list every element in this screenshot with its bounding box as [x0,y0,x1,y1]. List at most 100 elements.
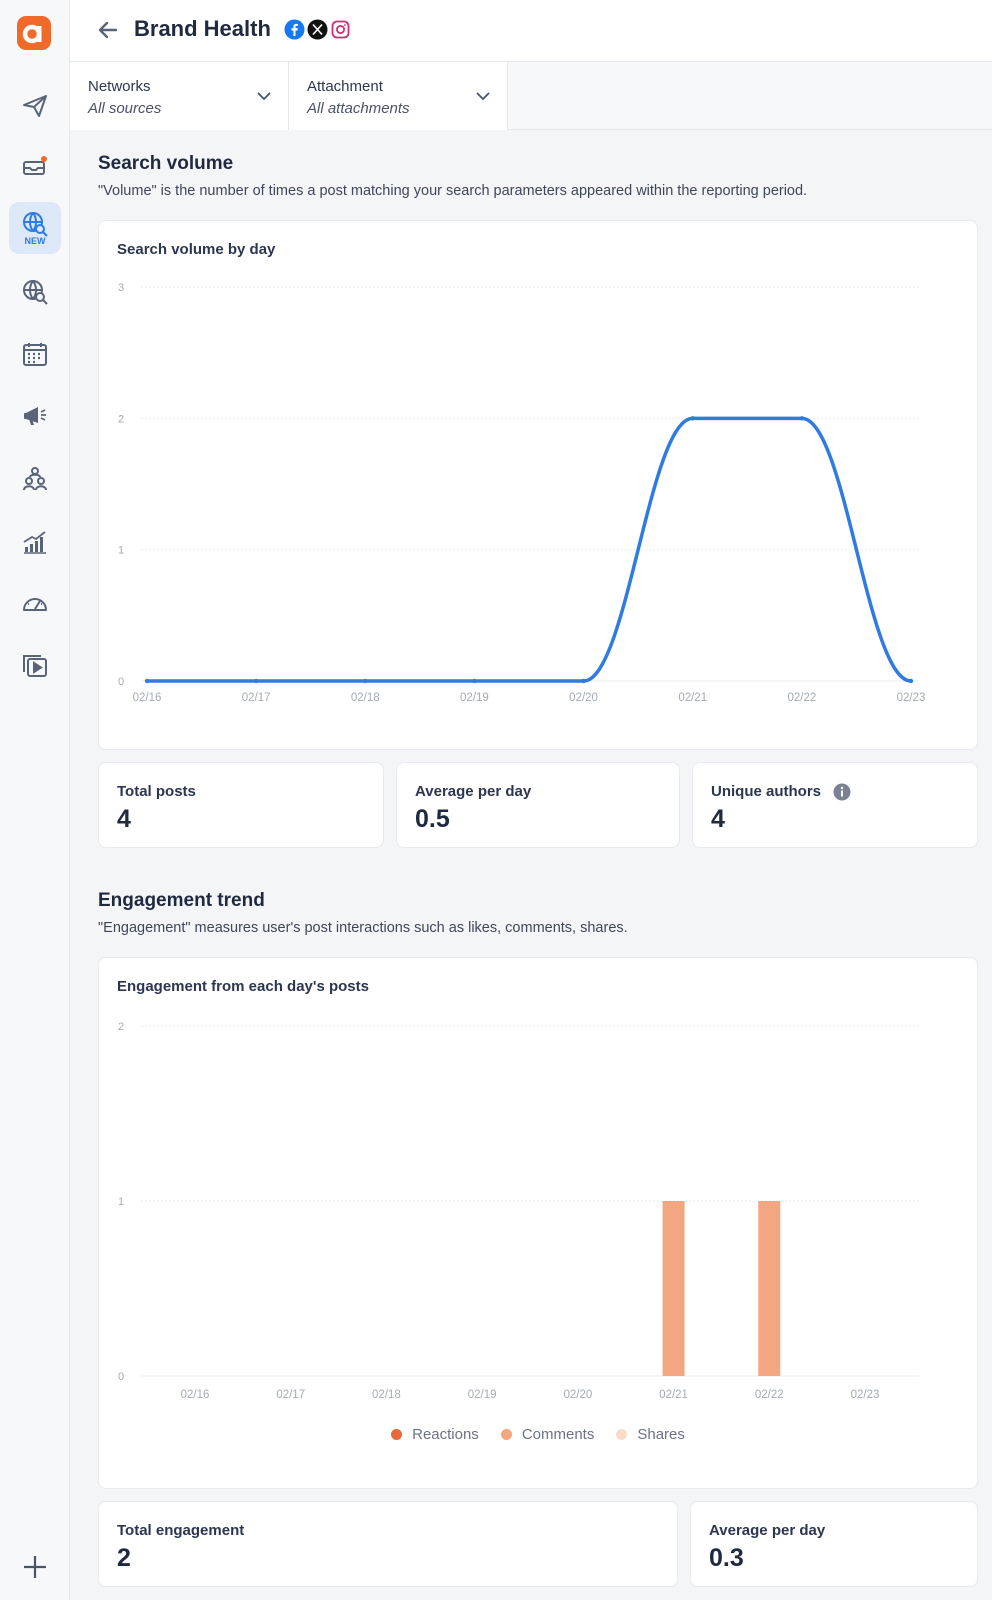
stat-label: Total engagement [117,1522,245,1539]
sidebar-item-performance[interactable] [9,578,61,630]
attachment-filter[interactable]: Attachment All attachments [289,62,508,130]
sidebar-item-listening[interactable] [9,266,61,318]
x-tick-label: 02/17 [276,1389,305,1401]
legend-dot [500,1429,512,1440]
sidebar-item-listening-new[interactable]: NEW [9,202,61,254]
y-tick-label: 2 [118,413,124,425]
legend-label: Shares [637,1426,685,1443]
media-library-icon [23,655,47,677]
stat-label: Unique authors [711,783,822,800]
people-icon [23,467,47,491]
engagement-bar-chart: 0 1 2 02/16 02/17 02/18 02/19 02/20 02/21 02/22 02… [118,1021,919,1401]
back-arrow-icon[interactable] [96,18,120,42]
gauge-icon [23,598,47,611]
networks-filter-label: Networks [88,78,151,95]
engagement-title: Engagement trend [98,890,265,911]
paper-plane-icon [23,95,47,117]
sidebar: NEW [0,0,70,1600]
sidebar-item-inbox[interactable] [9,140,61,192]
stat-card-total-engagement: Total engagement 2 [98,1501,678,1587]
stat-value: 4 [711,805,725,833]
x-tick-label: 02/20 [563,1389,592,1401]
bar-comments [662,1201,685,1376]
data-point [799,416,805,421]
stat-card-total-posts: Total posts 4 [98,762,384,848]
search-volume-description: "Volume" is the number of times a post m… [98,183,808,199]
sidebar-item-publish[interactable] [9,80,61,132]
x-tick-label: 02/16 [181,1389,210,1401]
y-tick-label: 3 [118,282,124,294]
sidebar-item-calendar[interactable] [9,328,61,380]
x-tick-label: 02/21 [678,692,707,704]
sidebar-item-analytics[interactable] [9,516,61,568]
stat-card-average-per-day: Average per day 0.5 [396,762,680,848]
legend-item-comments[interactable]: Comments [500,1426,595,1443]
stat-value: 0.3 [709,1544,744,1572]
calendar-icon [23,343,47,366]
x-tick-label: 02/22 [787,692,816,704]
data-point [363,678,368,684]
x-tick-label: 02/22 [755,1389,784,1401]
x-tick-label: 02/21 [659,1389,688,1401]
data-point [472,678,477,684]
x-tick-label: 02/17 [242,692,271,704]
data-point [690,416,695,421]
legend-label: Reactions [412,1426,479,1443]
filter-bar: Networks All sources Attachment All atta… [70,62,992,130]
plus-icon[interactable] [20,1552,50,1582]
stat-value: 4 [117,805,131,833]
instagram-icon [331,20,350,39]
facebook-icon [284,19,305,40]
app-logo[interactable] [17,16,51,50]
stat-label: Total posts [117,783,196,800]
data-point [253,678,259,684]
y-tick-label: 1 [118,545,124,557]
x-tick-label: 02/16 [133,692,162,704]
engagement-chart-title: Engagement from each day's posts [117,978,369,995]
data-point [581,678,586,684]
new-badge: NEW [24,236,46,246]
megaphone-icon [24,407,46,425]
inbox-icon [23,156,47,175]
stat-label: Average per day [415,783,532,800]
stat-value: 0.5 [415,805,450,833]
bar-comments [758,1201,781,1376]
attachment-filter-label: Attachment [307,78,383,95]
sidebar-item-media[interactable] [9,640,61,692]
page-title: Brand Health [134,16,271,41]
search-volume-chart-card: Search volume by day 0 1 2 3 02/16 02/17 02/18… [98,220,978,750]
x-tick-label: 02/19 [460,692,489,704]
legend-item-shares[interactable]: Shares [616,1426,685,1443]
engagement-description: "Engagement" measures user's post intera… [98,920,628,936]
attachment-filter-value: All attachments [307,100,410,117]
data-point [144,678,150,684]
search-volume-title: Search volume [98,153,234,174]
y-tick-label: 0 [118,1371,124,1383]
globe-search-icon [23,212,48,237]
y-tick-label: 1 [118,1196,124,1208]
stat-label: Average per day [709,1522,826,1539]
engagement-legend: Reactions Comments Shares [98,1426,978,1443]
network-icons [284,19,351,40]
sidebar-item-ads[interactable] [9,390,61,442]
legend-label: Comments [521,1426,595,1443]
y-tick-label: 0 [118,676,124,688]
chevron-down-icon [257,92,271,101]
x-tick-label: 02/18 [372,1389,401,1401]
legend-dot [616,1429,628,1440]
sidebar-item-audience[interactable] [9,452,61,504]
page-header: Brand Health [70,0,992,62]
x-tick-label: 02/23 [851,1389,880,1401]
globe-search-icon [23,280,48,305]
x-tick-label: 02/20 [569,692,598,704]
search-volume-line-chart: 0 1 2 3 02/16 02/17 02/18 02/19 02/20 02/21 02/22 0… [118,282,925,704]
x-icon [307,19,328,40]
bar-chart-icon [23,531,46,554]
x-tick-label: 02/18 [351,692,380,704]
chevron-down-icon [476,92,490,101]
legend-item-reactions[interactable]: Reactions [391,1426,479,1443]
series-line [145,416,913,683]
info-icon[interactable] [833,783,851,801]
legend-dot [391,1429,403,1440]
networks-filter[interactable]: Networks All sources [70,62,289,130]
